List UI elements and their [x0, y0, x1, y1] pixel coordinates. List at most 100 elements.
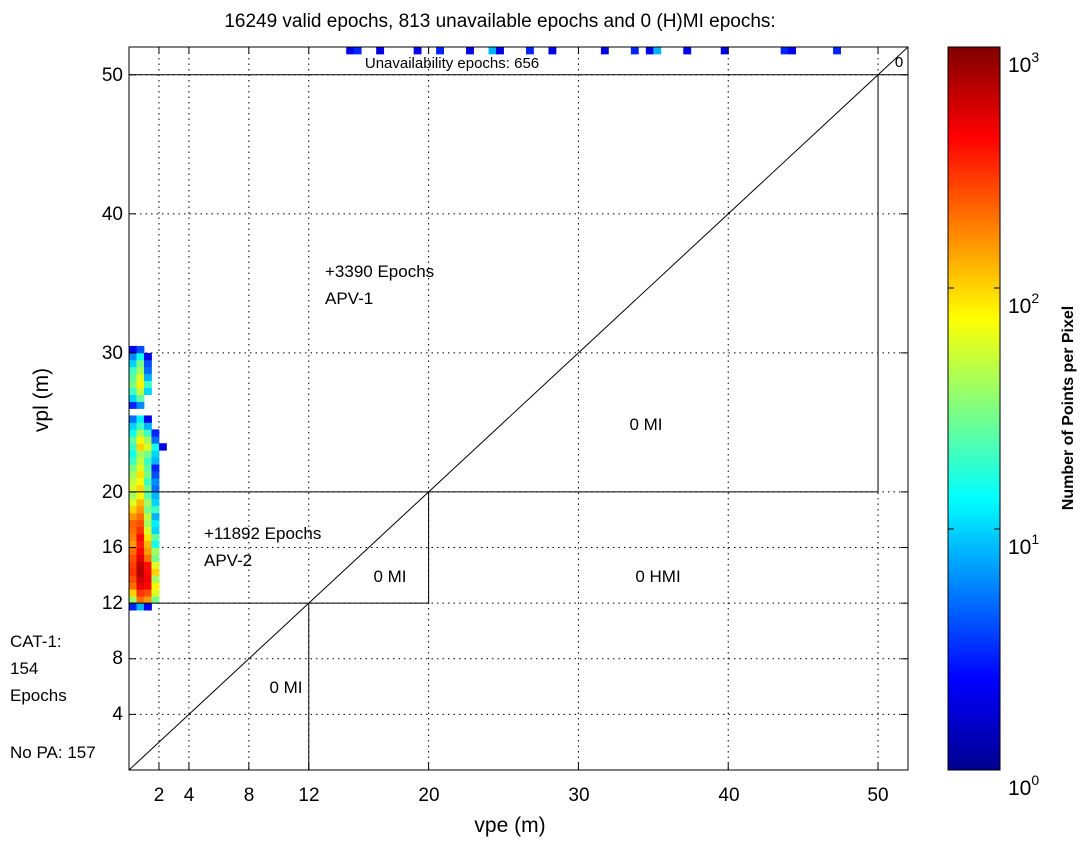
heatmap-cell — [143, 526, 152, 535]
plot-frame — [128, 46, 909, 771]
heatmap-cell — [129, 505, 137, 514]
heatmap-cell — [496, 47, 504, 55]
heatmap-cell — [143, 533, 152, 541]
x-tick-label: 40 — [718, 785, 739, 806]
heatmap-cell — [151, 443, 160, 451]
unavailability-label: Unavailability epochs: 656 — [365, 55, 539, 72]
heatmap-cell — [136, 471, 145, 479]
heatmap-cell — [346, 47, 355, 55]
heatmap-cell — [788, 47, 797, 55]
heatmap-cell — [143, 366, 152, 375]
heatmap-cell — [158, 443, 167, 451]
heatmap-cell — [143, 554, 152, 562]
y-tick-label: 20 — [102, 482, 123, 503]
heatmap-cell — [151, 471, 160, 479]
heatmap-cell — [129, 429, 137, 437]
heatmap-cell — [129, 422, 137, 430]
heatmap-cell — [129, 352, 137, 361]
heatmap-cell — [151, 436, 160, 444]
heatmap-cell — [129, 471, 137, 479]
heatmap-cell — [833, 47, 841, 55]
heatmap-cell — [136, 436, 145, 444]
y-tick-label: 50 — [102, 65, 123, 86]
heatmap-cell — [151, 429, 160, 437]
heatmap-cell — [129, 575, 137, 583]
heatmap-cell — [151, 512, 160, 521]
heatmap-cell — [136, 415, 145, 423]
heatmap-cell — [436, 47, 444, 55]
heatmap-cell — [136, 401, 145, 409]
heatmap-cell — [129, 582, 137, 590]
colorbar-tick-label: 103 — [1008, 49, 1039, 77]
heatmap-cell — [129, 478, 137, 486]
x-tick-label: 2 — [154, 785, 165, 806]
heatmap-cell — [151, 464, 160, 472]
heatmap-cell — [683, 47, 692, 55]
cat1-unit: Epochs — [10, 686, 67, 705]
colorbar — [947, 46, 1001, 771]
heatmap-cell — [143, 457, 152, 465]
heatmap-cell — [136, 582, 145, 590]
colorbar-tick-label: 100 — [1008, 772, 1039, 800]
heatmap-cell — [143, 429, 152, 437]
heatmap-cell — [129, 464, 137, 472]
heatmap-cell — [143, 478, 152, 486]
heatmap-cell — [143, 471, 152, 479]
heatmap-cell — [151, 519, 160, 528]
heatmap-cell — [143, 498, 152, 507]
apv2-name-label: APV-2 — [204, 551, 252, 570]
heatmap-cell — [143, 561, 152, 569]
heatmap-cell — [136, 512, 145, 521]
hmi-label: 0 HMI — [635, 567, 680, 586]
heatmap-cell — [129, 387, 137, 395]
heatmap-cell — [136, 457, 145, 465]
heatmap-cell — [143, 464, 152, 472]
heatmap-cell — [129, 547, 137, 555]
heatmap-cell — [129, 373, 137, 382]
heatmap-cell — [143, 352, 152, 361]
heatmap-cell — [136, 603, 145, 611]
heatmap-cell — [143, 519, 152, 528]
heatmap-cell — [151, 547, 160, 555]
heatmap-cell — [151, 457, 160, 465]
heatmap-cell — [136, 575, 145, 583]
heatmap-cell — [129, 568, 137, 576]
heatmap-cell — [129, 533, 137, 541]
heatmap-cell — [143, 540, 152, 548]
heatmap-cell — [143, 575, 152, 583]
heatmap-cell — [129, 394, 137, 402]
heatmap-cell — [600, 47, 609, 55]
heatmap-cell — [720, 47, 729, 55]
heatmap-cell — [151, 526, 160, 535]
heatmap-cell — [136, 345, 145, 354]
heatmap-cell — [780, 47, 789, 55]
heatmap-cell — [129, 436, 137, 444]
heatmap-cell — [151, 554, 160, 562]
heatmap-cell — [466, 47, 474, 55]
heatmap-cell — [136, 366, 145, 375]
y-tick-label: 4 — [112, 704, 123, 725]
apv1-count-label: +3390 Epochs — [325, 262, 434, 281]
heatmap-cell — [136, 352, 145, 361]
y-tick-label: 16 — [102, 537, 123, 558]
heatmap-cell — [353, 47, 362, 55]
heatmap-cell — [136, 429, 145, 437]
heatmap-cell — [653, 47, 662, 55]
x-tick-label: 8 — [244, 785, 255, 806]
apv1-name-label: APV-1 — [325, 289, 373, 308]
heatmap-cell — [129, 366, 137, 375]
heatmap-cell — [136, 568, 145, 576]
heatmap-cell — [488, 47, 497, 55]
heatmap-cell — [136, 422, 145, 430]
heatmap-cell — [143, 505, 152, 514]
heatmap-cell — [136, 505, 145, 514]
y-tick-label: 12 — [102, 593, 123, 614]
heatmap-cell — [525, 47, 534, 55]
heatmap-cell — [151, 575, 160, 583]
cat1-count: 154 — [10, 659, 38, 678]
heatmap-cell — [151, 540, 160, 548]
heatmap-cell — [143, 380, 152, 389]
heatmap-cell — [129, 345, 137, 354]
heatmap-cell — [151, 589, 160, 597]
chart-title: 16249 valid epochs, 813 unavailable epoc… — [224, 11, 775, 32]
